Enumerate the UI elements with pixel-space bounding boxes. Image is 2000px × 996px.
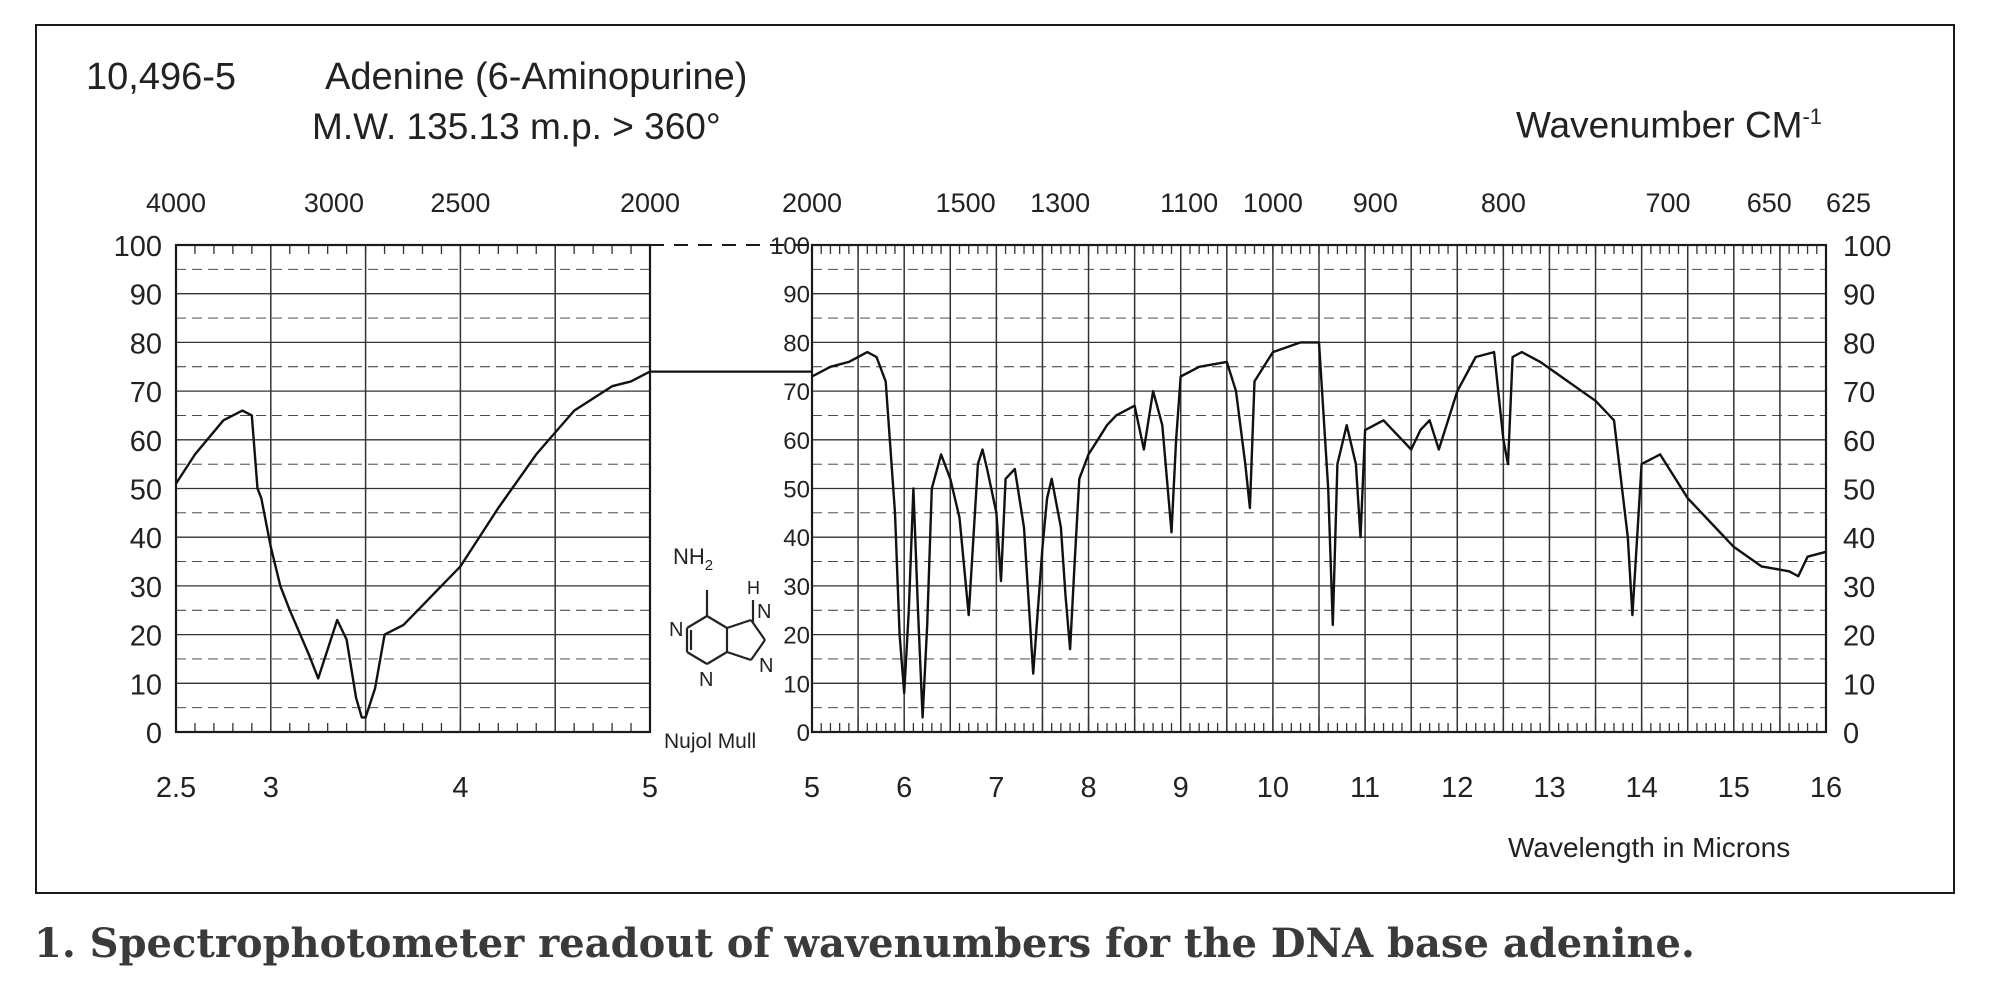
y-tick-label-left: 70 bbox=[130, 377, 162, 409]
x-tick-label-wavenumber: 1100 bbox=[1160, 188, 1218, 218]
y-tick-label-mid: 30 bbox=[783, 574, 810, 601]
x-tick-label-microns: 5 bbox=[642, 772, 658, 804]
y-tick-label-mid: 80 bbox=[783, 330, 810, 357]
structure-n-label-bottom: N bbox=[699, 669, 713, 691]
y-tick-label-left: 60 bbox=[130, 426, 162, 458]
y-tick-label-right: 0 bbox=[1843, 718, 1859, 750]
x-tick-label-microns: 3 bbox=[263, 772, 279, 804]
y-tick-label-left: 90 bbox=[130, 280, 162, 312]
chart-frame bbox=[35, 24, 1955, 894]
y-tick-label-right: 30 bbox=[1843, 572, 1875, 604]
compound-name: Adenine (6-Aminopurine) bbox=[325, 56, 748, 98]
x-tick-label-wavenumber: 900 bbox=[1353, 188, 1398, 218]
x-tick-label-microns: 2.5 bbox=[156, 772, 196, 804]
x-tick-label-microns: 7 bbox=[988, 772, 1004, 804]
y-tick-label-left: 100 bbox=[114, 231, 162, 263]
y-tick-label-right: 20 bbox=[1843, 621, 1875, 653]
y-tick-label-right: 80 bbox=[1843, 328, 1875, 360]
y-tick-label-left: 20 bbox=[130, 621, 162, 653]
x-tick-label-wavenumber: 1500 bbox=[936, 188, 996, 218]
y-tick-label-right: 100 bbox=[1843, 231, 1891, 263]
x-tick-label-microns: 10 bbox=[1257, 772, 1289, 804]
wavelength-axis-title: Wavelength in Microns bbox=[1508, 832, 1791, 863]
wavenumber-unit-text: Wavenumber CM bbox=[1516, 104, 1803, 146]
y-tick-label-mid: 0 bbox=[797, 720, 810, 747]
x-tick-label-wavenumber: 800 bbox=[1481, 188, 1526, 218]
x-tick-label-microns: 4 bbox=[452, 772, 468, 804]
structure-n-label-top: N bbox=[757, 601, 771, 623]
x-tick-label-microns: 11 bbox=[1350, 772, 1380, 804]
wavenumber-axis-title: Wavenumber CM-1 bbox=[1516, 104, 1822, 146]
y-tick-label-mid: 20 bbox=[783, 623, 810, 650]
x-tick-label-microns: 16 bbox=[1810, 772, 1842, 804]
y-tick-label-right: 90 bbox=[1843, 280, 1875, 312]
x-tick-label-microns: 6 bbox=[896, 772, 912, 804]
x-tick-label-microns: 14 bbox=[1626, 772, 1658, 804]
x-tick-label-wavenumber: 700 bbox=[1645, 188, 1690, 218]
y-tick-label-left: 50 bbox=[130, 475, 162, 507]
spectrum-trace-right bbox=[811, 341, 1827, 719]
y-tick-label-left: 10 bbox=[130, 669, 162, 701]
structure-amine-label: NH2 bbox=[673, 544, 713, 574]
x-tick-label-wavenumber: 2500 bbox=[430, 188, 490, 218]
x-tick-label-wavenumber: 625 bbox=[1826, 188, 1871, 218]
y-tick-label-mid: 50 bbox=[783, 477, 810, 504]
x-tick-label-microns: 9 bbox=[1173, 772, 1189, 804]
y-tick-label-left: 40 bbox=[130, 523, 162, 555]
x-tick-label-microns: 13 bbox=[1533, 772, 1565, 804]
y-tick-label-left: 30 bbox=[130, 572, 162, 604]
structure-bonds bbox=[685, 590, 766, 665]
y-tick-label-mid: 90 bbox=[783, 282, 810, 309]
plot-panel-border-1 bbox=[810, 243, 1828, 734]
x-tick-label-wavenumber: 1300 bbox=[1030, 188, 1090, 218]
structure-n-label-right: N bbox=[759, 655, 773, 677]
y-tick-label-mid: 10 bbox=[783, 671, 810, 698]
y-tick-label-right: 40 bbox=[1843, 523, 1875, 555]
y-tick-label-right: 10 bbox=[1843, 669, 1875, 701]
figure-caption: 1. Spectrophotometer readout of wavenumb… bbox=[34, 920, 1695, 967]
x-tick-label-microns: 5 bbox=[804, 772, 820, 804]
plot-panel-border-0 bbox=[174, 243, 652, 734]
x-tick-label-microns: 8 bbox=[1080, 772, 1096, 804]
x-tick-label-wavenumber: 2000 bbox=[620, 188, 680, 218]
x-tick-label-wavenumber: 650 bbox=[1747, 188, 1792, 218]
grid-lines bbox=[175, 244, 1827, 733]
catalog-number: 10,496-5 bbox=[86, 56, 237, 98]
y-tick-label-right: 50 bbox=[1843, 475, 1875, 507]
y-tick-label-mid: 100 bbox=[770, 233, 810, 260]
x-tick-label-microns: 15 bbox=[1718, 772, 1750, 804]
y-tick-label-mid: 40 bbox=[783, 525, 810, 552]
sample-note-label: Nujol Mull bbox=[664, 730, 756, 753]
y-tick-label-left: 0 bbox=[146, 718, 162, 750]
structure-h-label: H bbox=[747, 578, 760, 598]
y-tick-label-mid: 60 bbox=[783, 428, 810, 455]
x-tick-label-wavenumber: 3000 bbox=[304, 188, 364, 218]
y-tick-label-left: 80 bbox=[130, 328, 162, 360]
x-tick-label-microns: 12 bbox=[1441, 772, 1473, 804]
x-tick-label-wavenumber: 1000 bbox=[1243, 188, 1303, 218]
x-tick-label-wavenumber: 2000 bbox=[782, 188, 842, 218]
y-tick-label-right: 60 bbox=[1843, 426, 1875, 458]
adenine-structure-diagram: NH2 H N N N N bbox=[669, 544, 773, 691]
y-tick-label-right: 70 bbox=[1843, 377, 1875, 409]
wavenumber-unit-exponent: -1 bbox=[1802, 104, 1823, 129]
x-tick-label-wavenumber: 4000 bbox=[146, 188, 206, 218]
compound-properties: M.W. 135.13 m.p. > 360° bbox=[312, 106, 721, 147]
spectrum-trace-left bbox=[174, 370, 651, 719]
y-tick-label-mid: 70 bbox=[783, 379, 810, 406]
structure-n-label-left: N bbox=[669, 619, 683, 641]
